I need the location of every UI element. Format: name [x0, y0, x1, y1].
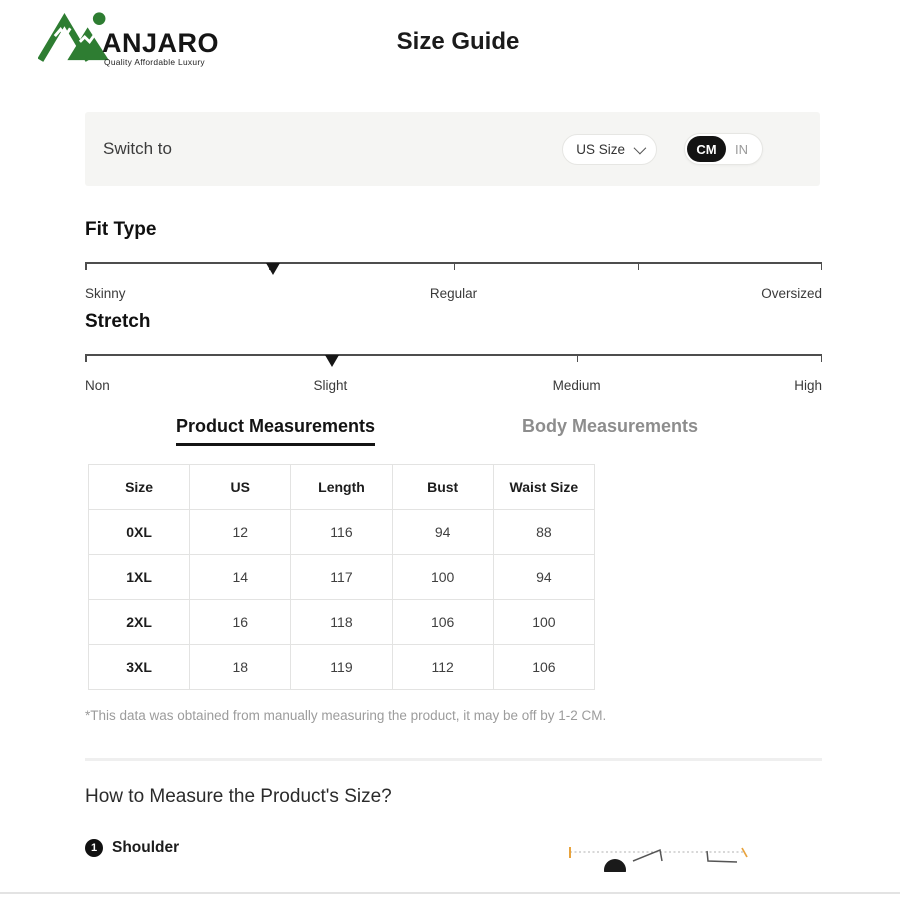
- table-cell: 100: [492, 599, 596, 645]
- table-cell: 88: [492, 509, 596, 555]
- slider-label: Slight: [313, 378, 348, 393]
- switch-to-label: Switch to: [103, 139, 172, 158]
- step-1-label: Shoulder: [112, 839, 180, 856]
- table-header-row: Size US Length Bust Waist Size: [87, 464, 596, 510]
- page-title: Size Guide: [396, 28, 520, 55]
- stretch-slider-labels: Non Slight Medium High: [85, 378, 822, 395]
- slider-label: Medium: [552, 378, 601, 393]
- table-cell: 116: [290, 509, 393, 555]
- step-1-badge: 1: [85, 839, 103, 857]
- slider-tick: [85, 354, 87, 362]
- slider-tick: [820, 262, 822, 270]
- table-cell: 18: [189, 644, 292, 690]
- slider-tick: [453, 262, 455, 270]
- table-row: 3XL 18 119 112 106: [87, 644, 596, 690]
- slider-marker[interactable]: [324, 355, 339, 367]
- slider-tick: [85, 262, 87, 270]
- col-header-us: US: [189, 464, 292, 510]
- table-row: 0XL 12 116 94 88: [87, 509, 596, 555]
- size-standard-value: US Size: [576, 141, 625, 157]
- col-header-length: Length: [290, 464, 393, 510]
- switch-bar: Switch to US Size CM IN: [85, 112, 820, 186]
- table-cell: 112: [391, 644, 494, 690]
- table-cell: 106: [391, 599, 494, 645]
- stretch-slider[interactable]: [85, 354, 822, 368]
- table-cell: 16: [189, 599, 292, 645]
- unit-toggle-in[interactable]: IN: [735, 141, 748, 157]
- table-cell: 1XL: [87, 554, 191, 600]
- measure-step-shoulder: 1 Shoulder: [85, 839, 179, 857]
- slider-tick: [820, 354, 822, 362]
- slider-tick: [576, 354, 579, 362]
- table-row: 1XL 14 117 100 94: [87, 554, 596, 600]
- fit-type-slider-labels: Skinny Regular Oversized: [85, 286, 822, 303]
- brand-tagline: Quality Affordable Luxury: [104, 57, 205, 67]
- table-cell: 106: [492, 644, 596, 690]
- table-cell: 118: [290, 599, 393, 645]
- measurement-disclaimer: *This data was obtained from manually me…: [85, 708, 607, 723]
- garment-measure-diagram: [563, 846, 755, 872]
- tab-body-measurements[interactable]: Body Measurements: [522, 416, 699, 436]
- slider-track: [85, 354, 822, 356]
- table-cell: 0XL: [87, 509, 191, 555]
- col-header-bust: Bust: [391, 464, 494, 510]
- slider-label: Non: [85, 378, 110, 393]
- fit-type-title: Fit Type: [85, 219, 157, 240]
- col-header-waist: Waist Size: [492, 464, 596, 510]
- table-cell: 94: [391, 509, 494, 555]
- brand-name: ANJARO: [102, 28, 220, 58]
- tab-product-measurements[interactable]: Product Measurements: [176, 416, 376, 446]
- section-divider: [85, 758, 822, 761]
- stretch-title: Stretch: [85, 311, 151, 332]
- chevron-down-icon: [633, 141, 647, 154]
- measurements-table: Size US Length Bust Waist Size 0XL 12 116 9…: [87, 464, 596, 690]
- table-cell: 94: [492, 554, 596, 600]
- slider-label: Regular: [429, 286, 478, 301]
- table-cell: 2XL: [87, 599, 191, 645]
- slider-label: Skinny: [85, 286, 126, 301]
- table-cell: 14: [189, 554, 292, 600]
- table-cell: 117: [290, 554, 393, 600]
- size-standard-dropdown[interactable]: US Size: [562, 133, 657, 165]
- table-cell: 3XL: [87, 644, 191, 690]
- how-to-measure-title: How to Measure the Product's Size?: [85, 786, 392, 807]
- slider-tick: [637, 262, 640, 270]
- slider-label: High: [794, 378, 822, 393]
- table-cell: 12: [189, 509, 292, 555]
- table-cell: 119: [290, 644, 393, 690]
- brand-logo: ANJARO Quality Affordable Luxury: [38, 8, 223, 67]
- unit-toggle[interactable]: CM IN: [684, 133, 763, 165]
- unit-toggle-cm[interactable]: CM: [687, 136, 726, 162]
- table-row: 2XL 16 118 106 100: [87, 599, 596, 645]
- slider-label: Oversized: [761, 286, 822, 301]
- slider-marker[interactable]: [265, 263, 280, 275]
- mountain-logo-icon: [38, 12, 109, 62]
- col-header-size: Size: [87, 464, 191, 510]
- shoulder-measure-illustration: [569, 847, 748, 872]
- table-cell: 100: [391, 554, 494, 600]
- fit-type-slider[interactable]: [85, 262, 822, 276]
- page-bottom-border: [0, 892, 900, 894]
